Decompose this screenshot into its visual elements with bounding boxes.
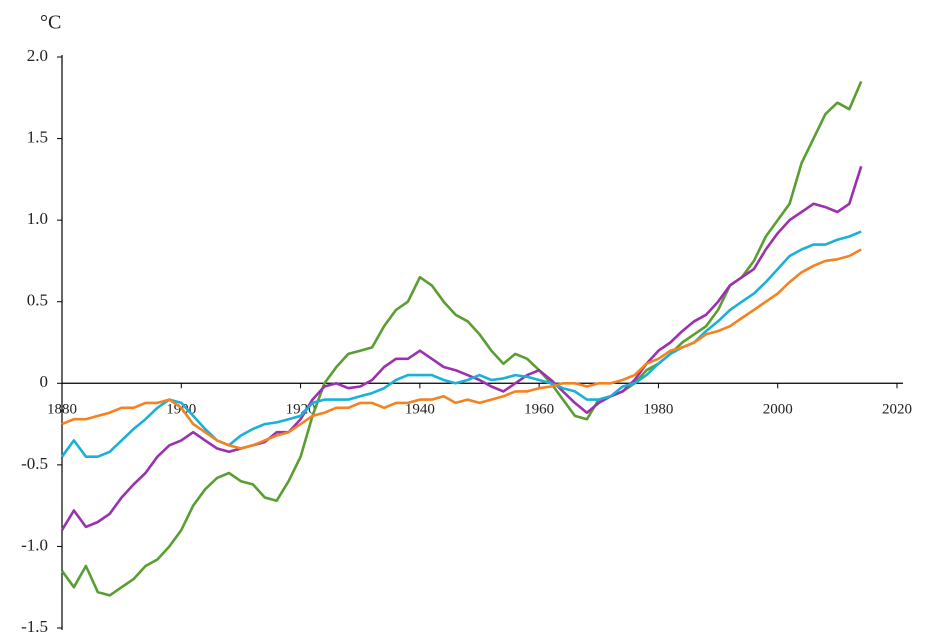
y-tick-label: -1.0 — [21, 535, 48, 554]
y-tick-label: -0.5 — [21, 454, 48, 473]
y-tick-label: 1.0 — [27, 209, 48, 228]
x-tick-label: 1980 — [643, 402, 673, 418]
series-line — [60, 230, 862, 458]
x-tick-label: 2000 — [763, 402, 793, 418]
y-tick-label: 0 — [40, 372, 49, 391]
y-tick-label: 1.5 — [27, 127, 48, 146]
x-tick-label: 1940 — [405, 402, 435, 418]
series-line — [61, 248, 862, 450]
series-line — [60, 165, 863, 531]
y-axis-label: °C — [40, 12, 61, 34]
x-tick-label: 1880 — [47, 402, 77, 418]
x-tick-label: 1960 — [524, 402, 554, 418]
x-tick-label: 2020 — [882, 402, 912, 418]
y-tick-label: 0.5 — [27, 291, 48, 310]
y-tick-label: -1.5 — [21, 617, 48, 635]
y-tick-label: 2.0 — [27, 46, 48, 65]
series-line — [60, 80, 863, 597]
